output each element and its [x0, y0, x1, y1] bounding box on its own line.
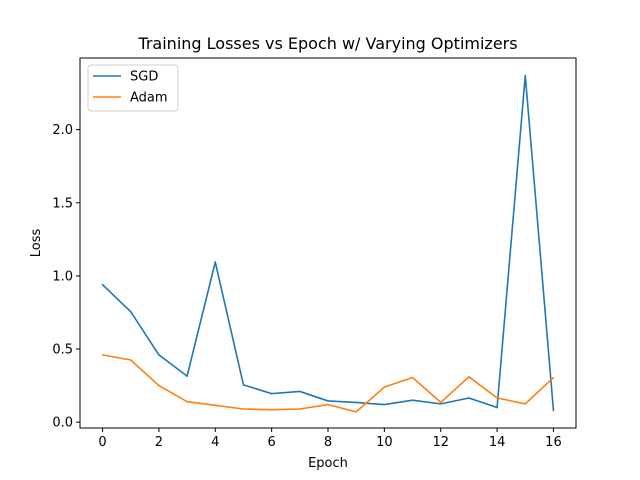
- data-point-sgd: [411, 399, 414, 402]
- data-point-adam: [129, 359, 132, 361]
- data-point-adam: [411, 376, 414, 379]
- x-tick-label: 16: [545, 435, 562, 450]
- data-point-sgd: [270, 392, 273, 395]
- legend: SGD Adam: [87, 64, 179, 112]
- x-axis-label: Epoch: [308, 456, 348, 471]
- data-point-sgd: [129, 310, 132, 313]
- y-tick-label: 1.5: [52, 196, 73, 211]
- y-axis-label: Loss: [29, 229, 44, 258]
- data-point-sgd: [242, 384, 245, 386]
- chart-title: Training Losses vs Epoch w/ Varying Opti…: [137, 34, 517, 53]
- data-point-sgd: [214, 261, 217, 263]
- data-point-adam: [214, 404, 217, 407]
- x-tick-label: 12: [432, 435, 449, 450]
- y-tick-label: 0.5: [52, 343, 73, 358]
- data-point-sgd: [327, 400, 329, 402]
- data-point-sgd: [524, 74, 527, 77]
- x-tick-label: 8: [324, 435, 332, 450]
- x-tick-label: 2: [155, 435, 163, 450]
- data-point-adam: [158, 384, 160, 387]
- data-point-adam: [524, 403, 527, 405]
- legend-label-adam: Adam: [130, 91, 168, 106]
- y-tick-label: 0.0: [52, 416, 73, 431]
- data-point-adam: [552, 376, 555, 379]
- plot-area: [101, 74, 555, 413]
- data-point-adam: [383, 386, 386, 388]
- x-axis: 0 2 4 6 8 10 12 14 16: [98, 428, 562, 450]
- data-point-sgd: [186, 375, 188, 377]
- x-tick-label: 14: [489, 435, 506, 450]
- data-point-sgd: [101, 283, 104, 286]
- data-point-sgd: [299, 390, 301, 393]
- legend-label-sgd: SGD: [130, 70, 158, 85]
- data-point-adam: [439, 401, 442, 404]
- data-point-adam: [101, 354, 104, 356]
- data-point-sgd: [468, 397, 470, 399]
- data-point-adam: [355, 411, 357, 413]
- data-point-sgd: [496, 406, 498, 409]
- data-point-adam: [327, 403, 329, 406]
- x-tick-label: 6: [267, 435, 275, 450]
- y-axis: 0.0 0.5 1.0 1.5 2.0: [52, 123, 80, 431]
- data-point-sgd: [439, 403, 442, 405]
- data-point-adam: [270, 408, 273, 411]
- data-point-adam: [242, 408, 245, 410]
- data-point-adam: [299, 408, 301, 410]
- data-point-adam: [186, 400, 188, 403]
- data-point-sgd: [383, 403, 386, 406]
- data-point-sgd: [355, 401, 357, 404]
- y-tick-label: 2.0: [52, 123, 73, 138]
- x-tick-label: 0: [98, 435, 106, 450]
- y-tick-label: 1.0: [52, 269, 73, 284]
- data-point-adam: [496, 397, 498, 399]
- x-tick-label: 4: [211, 435, 219, 450]
- data-point-sgd: [552, 409, 555, 412]
- data-point-sgd: [158, 354, 160, 356]
- data-point-adam: [468, 376, 470, 378]
- x-tick-label: 10: [376, 435, 393, 450]
